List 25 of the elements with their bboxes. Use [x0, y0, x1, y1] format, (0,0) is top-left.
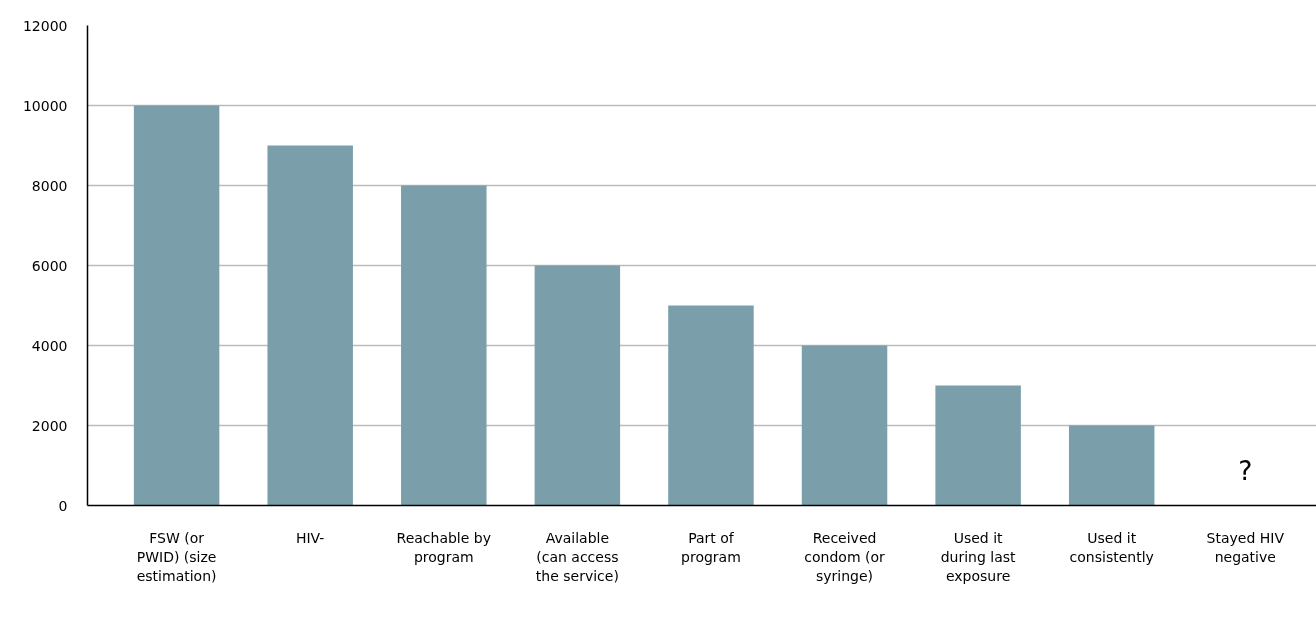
- x-tick-label: FSW (or PWID) (size estimation): [136, 529, 217, 584]
- bar: [133, 105, 220, 506]
- x-tick-label: Used it during last exposure: [940, 529, 1017, 584]
- y-tick-label: 6000: [31, 257, 68, 274]
- bar: [534, 265, 621, 506]
- x-tick-label: Available (can access the service): [535, 529, 619, 584]
- x-tick-label: Part of program: [681, 529, 741, 565]
- x-tick-label: Reachable by program: [396, 529, 491, 565]
- bar: [801, 345, 888, 506]
- annotation: ?: [1238, 455, 1253, 487]
- y-tick-label: 2000: [31, 417, 68, 434]
- x-tick-label: Received condom (or syringe): [804, 529, 886, 584]
- bar: [935, 385, 1021, 506]
- x-tick-label: Used it consistently: [1069, 529, 1154, 565]
- y-tick-label: 10000: [22, 97, 68, 114]
- x-tick-label: HIV-: [295, 529, 325, 546]
- y-tick-label: 0: [58, 497, 68, 514]
- bar: [401, 185, 487, 506]
- bar: [267, 145, 353, 506]
- bar: [1068, 425, 1155, 506]
- y-tick-label: 4000: [31, 337, 68, 354]
- y-tick-label: 8000: [31, 177, 68, 194]
- y-tick-label: 12000: [22, 17, 68, 34]
- bar: [668, 305, 754, 506]
- x-tick-label: Stayed HIV negative: [1206, 529, 1285, 565]
